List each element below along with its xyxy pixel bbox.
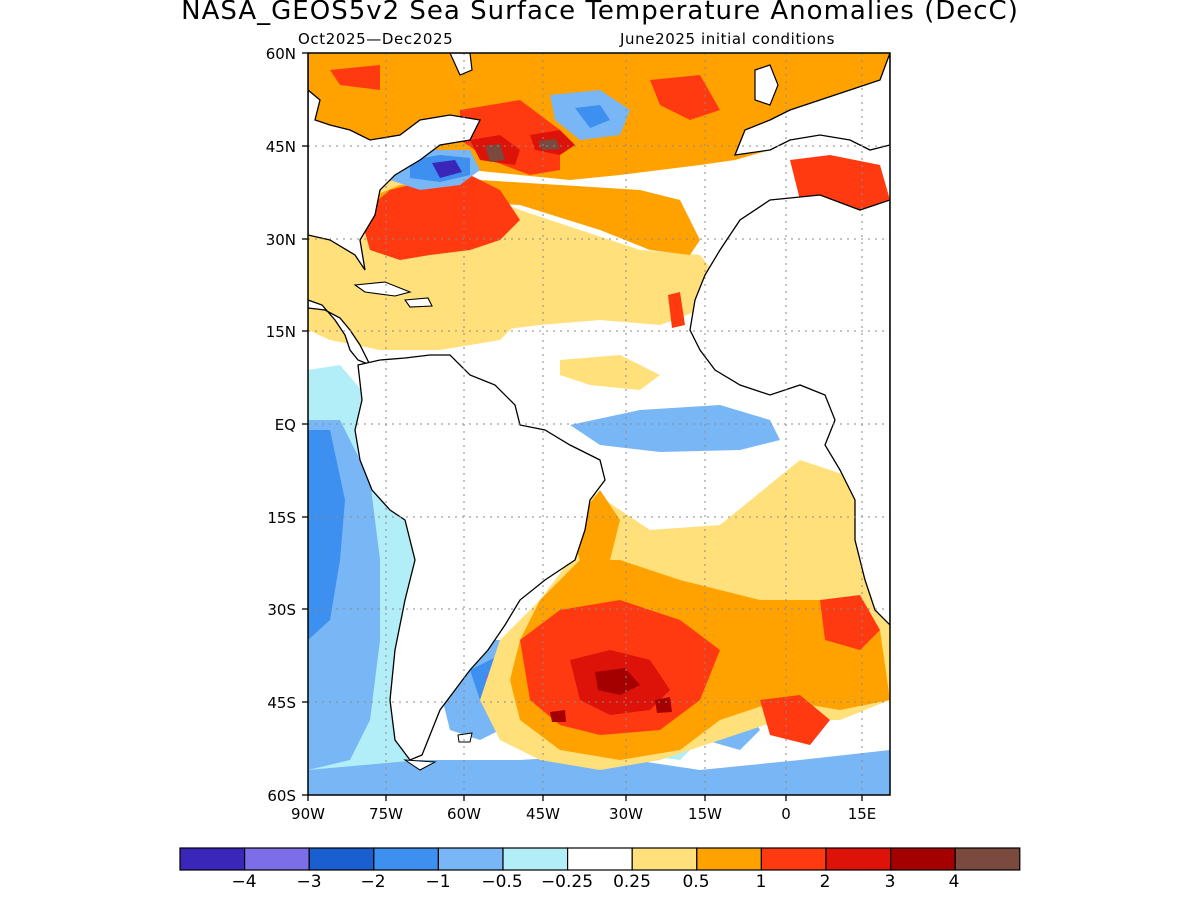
sa-warm-4b (550, 710, 566, 722)
colorbar-swatch (760, 847, 827, 871)
tierra-del-fuego (403, 759, 437, 771)
na-warm-4a (485, 144, 505, 162)
lat-label: 60N (265, 45, 296, 63)
colorbar-label: −0.5 (481, 872, 523, 892)
sa-warm-4c (655, 697, 672, 713)
pacific-cool-2 (308, 430, 345, 640)
cuba-land (353, 281, 412, 297)
hispaniola-land (403, 297, 433, 308)
colorbar-swatch (631, 847, 698, 871)
colorbar-swatch (179, 847, 246, 871)
lat-label: 45S (267, 694, 296, 712)
south-america-land (354, 354, 606, 761)
lon-label: 15W (688, 805, 722, 823)
anomaly-field (308, 53, 890, 795)
africa-land (689, 194, 890, 626)
na-warm-4b (538, 139, 560, 150)
na-warm-2d (650, 75, 720, 120)
sa-warm-1b (570, 490, 620, 560)
lat-label: 45N (265, 138, 296, 156)
southern-cool (308, 750, 890, 795)
uk-land (754, 64, 779, 106)
equatorial-cool (570, 405, 780, 452)
sa-warm-4 (595, 668, 640, 695)
chart-title: NASA_GEOS5v2 Sea Surface Temperature Ano… (181, 0, 1019, 26)
axis-ticks (302, 52, 863, 801)
colorbar-swatch (889, 847, 956, 871)
colorbar-label: −1 (425, 872, 451, 892)
colorbar-label: 2 (819, 872, 831, 892)
colorbar-label: −0.25 (540, 872, 594, 892)
lon-label: 75W (369, 805, 403, 823)
lon-label: 90W (291, 805, 325, 823)
labrador-cool-2 (575, 105, 610, 128)
lon-label: 30W (609, 805, 643, 823)
initial-conditions: June2025 initial conditions (620, 30, 835, 48)
colorbar-label: 0.5 (682, 872, 710, 892)
colorbar (179, 847, 1021, 871)
colorbar-label: −2 (360, 872, 386, 892)
graticule (308, 53, 890, 795)
colorbar-swatch (825, 847, 892, 871)
falklands-land (457, 732, 473, 743)
na-warm-2b (330, 65, 380, 90)
colorbar-swatch (566, 847, 633, 871)
lon-label: 15E (847, 805, 877, 823)
colorbar-label: −4 (231, 872, 257, 892)
lat-label: 15S (267, 509, 296, 527)
colorbar-swatch (244, 847, 310, 871)
lat-label: 60S (267, 787, 296, 805)
colorbar-swatch (308, 847, 375, 871)
lat-label: EQ (274, 416, 296, 434)
colorbar-swatch (502, 847, 569, 871)
na-warm-1 (308, 53, 890, 235)
lat-label: 15N (265, 323, 296, 341)
europe-land (733, 53, 890, 156)
sa-warm-2b (760, 695, 830, 745)
colorbar-label: 0.25 (613, 872, 651, 892)
colorbar-swatch (954, 847, 1021, 871)
colorbar-label: −3 (296, 872, 322, 892)
gulf-stream-cool-3 (432, 160, 462, 178)
colorbar-label: 4 (948, 872, 960, 892)
forecast-period: Oct2025—Dec2025 (298, 30, 454, 48)
colorbar-swatch (437, 847, 504, 871)
lat-label: 30N (265, 231, 296, 249)
colorbar-label: 1 (755, 872, 767, 892)
colorbar-swatch (696, 847, 762, 871)
lon-label: 60W (447, 805, 481, 823)
west-africa-warm (668, 292, 685, 328)
colorbar-label: 3 (884, 872, 896, 892)
colorbar-swatch (373, 847, 439, 871)
lon-label: 0 (781, 805, 791, 823)
lon-label: 45W (526, 805, 560, 823)
greenland-edge (449, 53, 473, 76)
caribbean-warm (308, 285, 520, 350)
north-america-land (308, 53, 481, 271)
lat-label: 30S (267, 601, 296, 619)
tropical-warm-05 (560, 355, 660, 390)
